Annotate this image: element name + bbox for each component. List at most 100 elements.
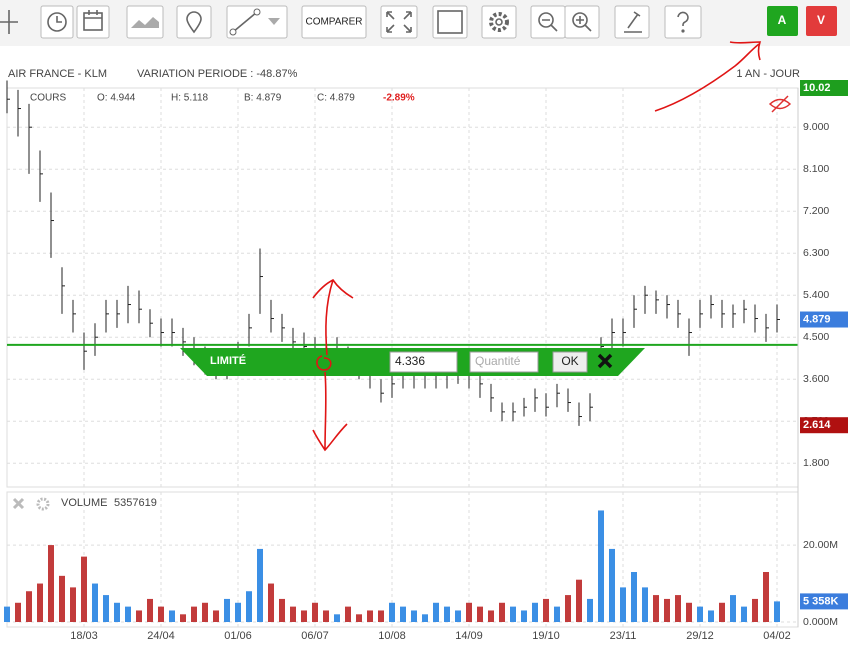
legend-series: COURS [30, 93, 66, 104]
y-tick-label: 6.300 [803, 247, 829, 259]
x-tick-label: 14/09 [455, 630, 483, 642]
price-flag [800, 80, 848, 96]
volume-bar [70, 587, 76, 622]
y-tick-label: 9.000 [803, 121, 829, 133]
price-flag-label: 5 358K [803, 595, 839, 607]
frame-button[interactable] [432, 5, 468, 39]
help-button[interactable] [664, 5, 702, 39]
legend-open: O: 4.944 [97, 93, 136, 104]
volume-bar [15, 602, 21, 622]
study-button[interactable] [614, 5, 650, 39]
volume-bar [59, 575, 65, 622]
volume-bar [257, 548, 263, 622]
volume-bar [521, 610, 527, 622]
volume-bar [268, 583, 274, 622]
volume-bar [136, 610, 142, 622]
volume-bar [455, 610, 461, 622]
y-tick-label: 1.800 [803, 457, 829, 469]
y-tick-label: 0.000M [803, 616, 838, 628]
compare-button[interactable]: COMPARER [301, 5, 367, 39]
volume-last: 5357619 [114, 497, 157, 509]
volume-bar [125, 606, 131, 622]
volume-bar [235, 602, 241, 622]
volume-bar [290, 606, 296, 622]
crosshair-button[interactable] [0, 10, 18, 34]
history-button[interactable] [40, 5, 74, 39]
calendar-button[interactable] [76, 5, 110, 39]
volume-bar [4, 606, 10, 622]
price-flag [800, 417, 848, 434]
buy-button[interactable]: A [767, 6, 798, 36]
legend-bid: B: 4.879 [244, 93, 282, 104]
volume-bar [576, 579, 582, 622]
chart-title: AIR FRANCE - KLM [8, 68, 107, 80]
drag-circle [316, 355, 332, 371]
y-tick-label: 7.200 [803, 205, 829, 217]
volume-remove[interactable] [12, 497, 25, 510]
y-tick-label: 8.100 [803, 163, 829, 175]
volume-bar [92, 583, 98, 622]
y-tick-label: 20.00M [803, 539, 838, 551]
ok-button[interactable] [552, 351, 588, 373]
sell-label: V [817, 13, 825, 27]
volume-bar [488, 610, 494, 622]
line-type-button[interactable] [126, 5, 164, 39]
sell-button[interactable]: V [806, 6, 837, 36]
volume-bar [301, 610, 307, 622]
quantity-input[interactable] [469, 351, 539, 373]
settings-button[interactable] [481, 5, 517, 39]
volume-bar [334, 614, 340, 622]
y-tick-label: 3.600 [803, 373, 829, 385]
volume-bar [147, 598, 153, 622]
hide-icon[interactable] [768, 95, 792, 113]
volume-bar [719, 602, 725, 622]
arrow-up [312, 278, 354, 356]
price-panel [6, 87, 799, 488]
volume-bar [642, 587, 648, 622]
volume-bar [763, 572, 769, 622]
y-tick-label: 4.500 [803, 331, 829, 343]
marker-button[interactable] [176, 5, 212, 39]
y-tick-label: 5.400 [803, 289, 829, 301]
arrow-head [729, 41, 762, 61]
plot: 1.8002.7003.6004.5005.4006.3007.2008.100… [4, 80, 848, 642]
fullscreen-button[interactable] [380, 5, 418, 39]
volume-bar [422, 614, 428, 622]
price-flag [800, 593, 848, 610]
x-tick-label: 23/11 [610, 630, 637, 642]
volume-bar [345, 606, 351, 622]
quantity-placeholder: Quantité [475, 354, 521, 368]
variation: VARIATION PERIODE : -48.87% [137, 68, 298, 80]
volume-bar [466, 602, 472, 622]
volume-bar [675, 595, 681, 622]
price-input[interactable] [389, 351, 458, 373]
volume-bar [158, 606, 164, 622]
volume-bar [202, 602, 208, 622]
volume-bar [752, 598, 758, 622]
period: 1 AN - JOUR [736, 68, 800, 80]
volume-bar [653, 595, 659, 622]
volume-bar [510, 606, 516, 622]
x-tick-label: 06/07 [301, 630, 329, 642]
buy-label: A [778, 13, 787, 27]
volume-bar [114, 602, 120, 622]
volume-bar [631, 572, 637, 622]
compare-label: COMPARER [305, 17, 362, 28]
x-tick-label: 19/10 [532, 630, 560, 642]
annotations [312, 41, 762, 452]
drawing-tool-button[interactable] [226, 5, 288, 39]
zoom-out-button[interactable] [530, 5, 566, 39]
volume-bar [741, 606, 747, 622]
volume-bar [730, 595, 736, 622]
ok-label: OK [561, 354, 578, 368]
volume-title: VOLUME [61, 497, 107, 509]
price-flag-label: 10.02 [803, 82, 831, 94]
volume-bar [378, 610, 384, 622]
arrow-stroke [654, 43, 760, 112]
volume-settings[interactable] [36, 497, 50, 511]
zoom-in-button[interactable] [564, 5, 600, 39]
volume-bar [444, 606, 450, 622]
order-ticket: LIMITÉ 4.336 Quantité OK [180, 348, 645, 376]
volume-bar [323, 610, 329, 622]
cancel-order[interactable] [597, 353, 613, 369]
